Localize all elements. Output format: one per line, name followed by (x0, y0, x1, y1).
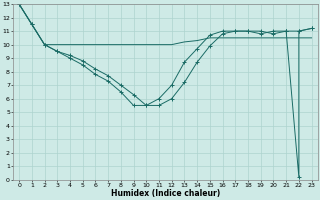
X-axis label: Humidex (Indice chaleur): Humidex (Indice chaleur) (111, 189, 220, 198)
